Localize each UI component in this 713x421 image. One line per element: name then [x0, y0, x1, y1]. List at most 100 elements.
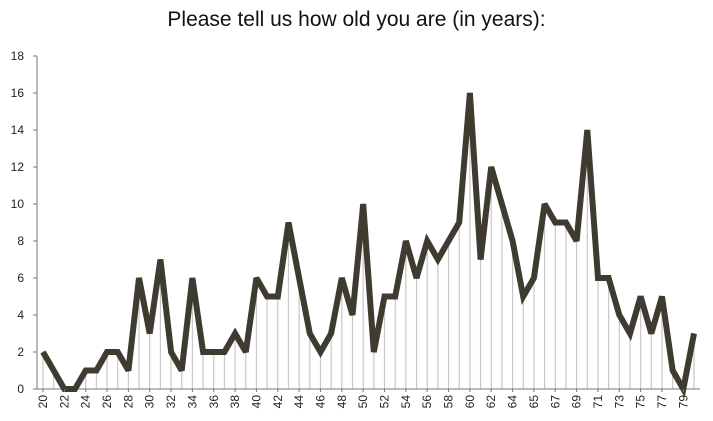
x-tick-label: 46 [313, 395, 327, 409]
data-point [234, 333, 236, 334]
x-tick-label: 77 [655, 395, 669, 409]
x-tick-label: 34 [185, 395, 199, 409]
data-point [74, 388, 76, 390]
data-point [533, 277, 535, 279]
x-tick-label: 42 [271, 395, 285, 409]
data-point [426, 240, 428, 242]
x-tick-label: 22 [57, 395, 71, 409]
data-point [490, 166, 492, 168]
y-tick-label: 8 [17, 234, 24, 248]
data-point [544, 203, 546, 205]
x-tick-label: 64 [506, 395, 520, 409]
y-tick-label: 10 [11, 197, 25, 211]
x-tick-label: 30 [143, 395, 157, 409]
x-tick-label: 28 [121, 395, 135, 409]
data-point [181, 370, 183, 371]
data-point [213, 351, 215, 353]
data-point [245, 351, 247, 353]
x-tick-label: 32 [164, 395, 178, 409]
x-tick-label: 60 [463, 395, 477, 409]
data-point [458, 222, 460, 223]
x-tick-label: 67 [548, 395, 562, 409]
x-tick-label: 58 [442, 395, 456, 409]
data-point [640, 296, 642, 297]
x-tick-label: 36 [207, 395, 221, 409]
data-point [405, 240, 407, 242]
data-point [319, 351, 321, 353]
data-point [672, 370, 674, 371]
y-tick-label: 18 [11, 49, 25, 63]
series-line [40, 92, 697, 398]
x-tick-label: 73 [612, 395, 626, 409]
data-point [309, 333, 311, 334]
data-point [437, 259, 439, 260]
x-tick-label: 50 [356, 395, 370, 409]
data-point [597, 277, 599, 279]
series-layer [40, 92, 697, 398]
x-tick-label: 38 [228, 395, 242, 409]
data-point [117, 351, 119, 353]
data-point [522, 296, 524, 297]
data-point [170, 351, 172, 353]
data-point [149, 333, 151, 334]
data-point [127, 370, 129, 371]
data-point [202, 351, 204, 353]
data-point [394, 296, 396, 297]
data-point [191, 277, 193, 279]
data-point [661, 296, 663, 297]
data-point [362, 203, 364, 205]
data-point [416, 277, 418, 279]
data-point [53, 370, 55, 371]
x-tick-label: 20 [36, 395, 50, 409]
data-point [266, 296, 268, 297]
data-point [618, 314, 620, 316]
x-tick-label: 40 [249, 395, 263, 409]
data-point [373, 351, 375, 353]
data-point [159, 259, 161, 260]
data-point [330, 333, 332, 334]
chart-title: Please tell us how old you are (in years… [167, 8, 546, 31]
data-point [565, 222, 567, 223]
x-tick-label: 48 [335, 395, 349, 409]
y-tick-label: 16 [11, 86, 25, 100]
data-point [608, 277, 610, 279]
data-point [85, 370, 87, 371]
x-tick-label: 54 [399, 395, 413, 409]
x-tick-label: 65 [527, 395, 541, 409]
data-point [298, 277, 300, 279]
data-point [586, 129, 588, 131]
data-point [650, 333, 652, 334]
data-point [287, 222, 289, 223]
x-tick-label: 62 [484, 395, 498, 409]
y-tick-label: 4 [17, 308, 24, 322]
data-point [223, 351, 225, 353]
x-tick-label: 56 [420, 395, 434, 409]
data-point [576, 240, 578, 242]
x-tick-label: 44 [292, 395, 306, 409]
data-point [693, 333, 695, 334]
x-tick-label: 75 [634, 395, 648, 409]
y-tick-label: 2 [17, 345, 24, 359]
data-point [448, 240, 450, 242]
data-point [277, 296, 279, 297]
data-point [42, 351, 44, 353]
data-point [255, 277, 257, 279]
data-point [384, 296, 386, 297]
data-point [351, 314, 353, 316]
x-tick-label: 52 [378, 395, 392, 409]
x-tick-labels: 20 22 24 26 28 30 32 34 36 38 40 42 44 46 48 50 52 54 56 58… [36, 389, 690, 408]
data-point [138, 277, 140, 279]
y-tick-label: 14 [11, 123, 25, 137]
data-point [341, 277, 343, 279]
data-point [480, 259, 482, 260]
data-point [95, 370, 97, 371]
x-tick-label: 79 [676, 395, 690, 409]
x-tick-label: 24 [79, 395, 93, 409]
y-tick-label: 12 [11, 160, 25, 174]
x-tick-label: 71 [591, 395, 605, 409]
x-tick-label: 26 [100, 395, 114, 409]
data-point [469, 92, 471, 94]
data-point [501, 203, 503, 205]
